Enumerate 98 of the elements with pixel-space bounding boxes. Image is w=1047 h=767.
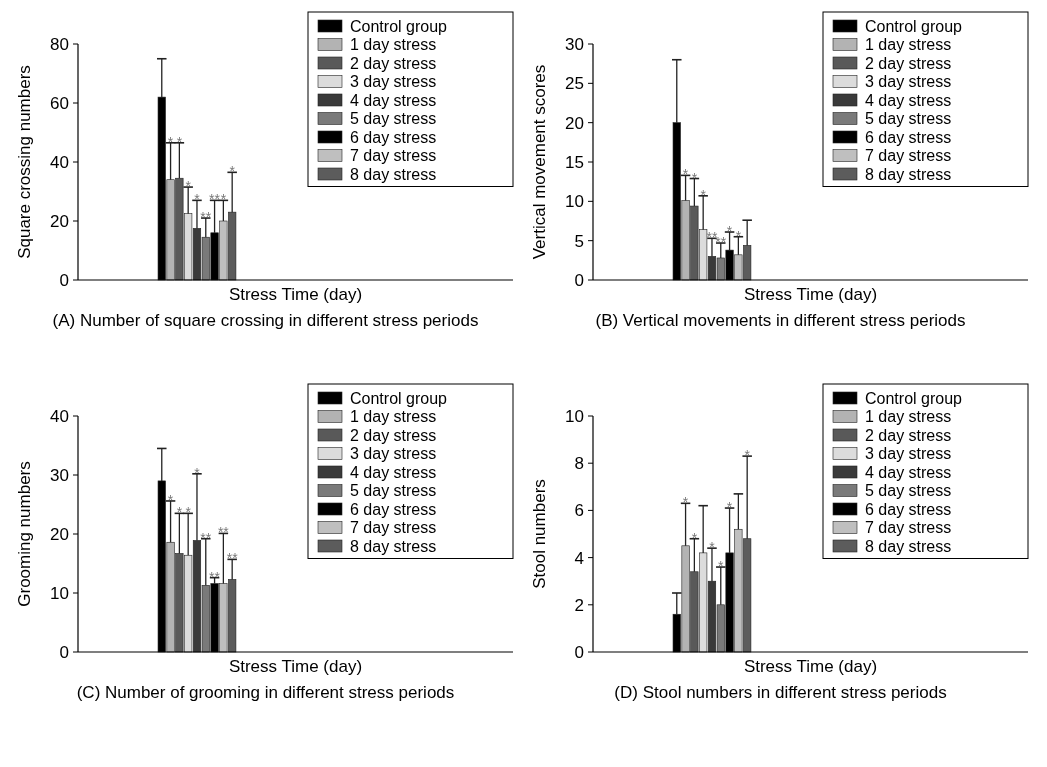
annotation: * (744, 447, 751, 464)
legend-label: 5 day stress (350, 110, 437, 128)
y-tick-label: 30 (50, 465, 69, 485)
y-tick-label: 80 (50, 34, 69, 54)
x-axis-title: Stress Time (day) (228, 657, 363, 676)
legend-label: 8 day stress (350, 165, 437, 183)
x-axis-title: Stress Time (day) (228, 285, 363, 304)
legend-label: 7 day stress (865, 519, 952, 537)
annotation: * (229, 163, 236, 180)
annotation: * (682, 494, 689, 511)
y-tick-label: 0 (59, 642, 69, 662)
legend-label: 3 day stress (865, 445, 952, 463)
y-tick-label: 60 (50, 93, 69, 113)
y-axis-title: Square crossing numbers (15, 65, 34, 259)
legend-label: 4 day stress (865, 91, 952, 109)
annotation: * (718, 558, 725, 575)
annotation: ** (209, 191, 221, 208)
legend-label: 5 day stress (865, 110, 952, 128)
legend-label: 8 day stress (865, 537, 952, 555)
annotation: * (176, 133, 183, 150)
annotation: * (726, 499, 733, 516)
legend-label: 3 day stress (350, 73, 437, 91)
text: (D) Stool numbers in different stress periods (614, 683, 947, 702)
annotation: ** (226, 550, 239, 567)
annotation: ** (200, 209, 212, 226)
y-tick-label: 10 (565, 406, 584, 426)
annotation: * (691, 169, 698, 186)
annotation: * (167, 491, 174, 508)
annotation: * (220, 191, 227, 208)
legend-label: 3 day stress (865, 73, 952, 91)
y-axis-title: Vertical movement scores (530, 64, 549, 260)
legend-label: 6 day stress (350, 500, 437, 518)
legend-label: Control group (865, 389, 963, 407)
annotation: * (194, 191, 201, 208)
annotation: * (709, 539, 716, 556)
annotation: * (194, 464, 201, 481)
text: (B) Vertical movements in different stress periods (595, 311, 966, 330)
annotation: * (185, 504, 192, 521)
legend-label: 1 day stress (865, 408, 952, 426)
legend-label: 7 day stress (865, 147, 952, 165)
text: (A) Number of square crossing in different stress periods (52, 311, 479, 330)
text: (C) Number of grooming in different stress periods (76, 683, 455, 702)
x-axis-title: Stress Time (day) (743, 657, 878, 676)
legend-label: 8 day stress (350, 537, 437, 555)
annotation: ** (217, 524, 230, 541)
legend-label: 5 day stress (865, 482, 952, 500)
legend-label: Control group (350, 389, 448, 407)
legend-label: 1 day stress (865, 36, 952, 54)
annotation: * (700, 186, 707, 203)
legend-label: Control group (865, 17, 963, 35)
annotation: * (691, 529, 698, 546)
y-tick-label: 30 (565, 34, 584, 54)
annotation: * (682, 166, 689, 183)
y-tick-label: 40 (50, 152, 69, 172)
legend-label: Control group (350, 17, 448, 35)
y-tick-label: 20 (50, 211, 69, 231)
y-tick-label: 20 (50, 524, 69, 544)
legend-label: 1 day stress (350, 36, 437, 54)
annotation: * (726, 223, 733, 240)
annotation: * (167, 133, 174, 150)
x-axis-title: Stress Time (day) (743, 285, 878, 304)
legend-label: 7 day stress (350, 147, 437, 165)
annotation: * (185, 178, 192, 195)
y-tick-label: 10 (50, 583, 69, 603)
legend-label: 6 day stress (865, 500, 952, 518)
y-tick-label: 10 (565, 192, 584, 212)
y-axis-title: Stool numbers (530, 479, 549, 589)
y-tick-label: 6 (574, 501, 584, 521)
y-tick-label: 0 (59, 270, 69, 290)
annotation: ** (200, 529, 212, 546)
legend-label: 4 day stress (350, 91, 437, 109)
y-axis-title: Grooming numbers (15, 461, 34, 607)
y-tick-label: 0 (574, 270, 584, 290)
y-tick-label: 2 (574, 595, 584, 615)
y-tick-label: 25 (565, 74, 584, 94)
legend-label: 3 day stress (350, 445, 437, 463)
legend-label: 2 day stress (865, 54, 952, 72)
legend-label: 2 day stress (350, 54, 437, 72)
legend-label: 4 day stress (865, 463, 952, 481)
legend-label: 1 day stress (350, 408, 437, 426)
legend-label: 2 day stress (350, 426, 437, 444)
annotation: * (735, 227, 742, 244)
y-tick-label: 5 (574, 231, 584, 251)
y-tick-label: 20 (565, 113, 584, 133)
annotation: ** (209, 568, 221, 585)
y-tick-label: 40 (50, 406, 69, 426)
legend-label: 6 day stress (865, 128, 952, 146)
y-tick-label: 8 (574, 454, 584, 474)
y-tick-label: 15 (565, 152, 584, 172)
legend-label: 6 day stress (350, 128, 437, 146)
annotation: * (176, 504, 183, 521)
legend-label: 2 day stress (865, 426, 952, 444)
y-tick-label: 0 (574, 642, 584, 662)
legend-label: 7 day stress (350, 519, 437, 537)
legend-label: 8 day stress (865, 165, 952, 183)
legend-label: 4 day stress (350, 463, 437, 481)
legend-label: 5 day stress (350, 482, 437, 500)
y-tick-label: 4 (574, 548, 584, 568)
